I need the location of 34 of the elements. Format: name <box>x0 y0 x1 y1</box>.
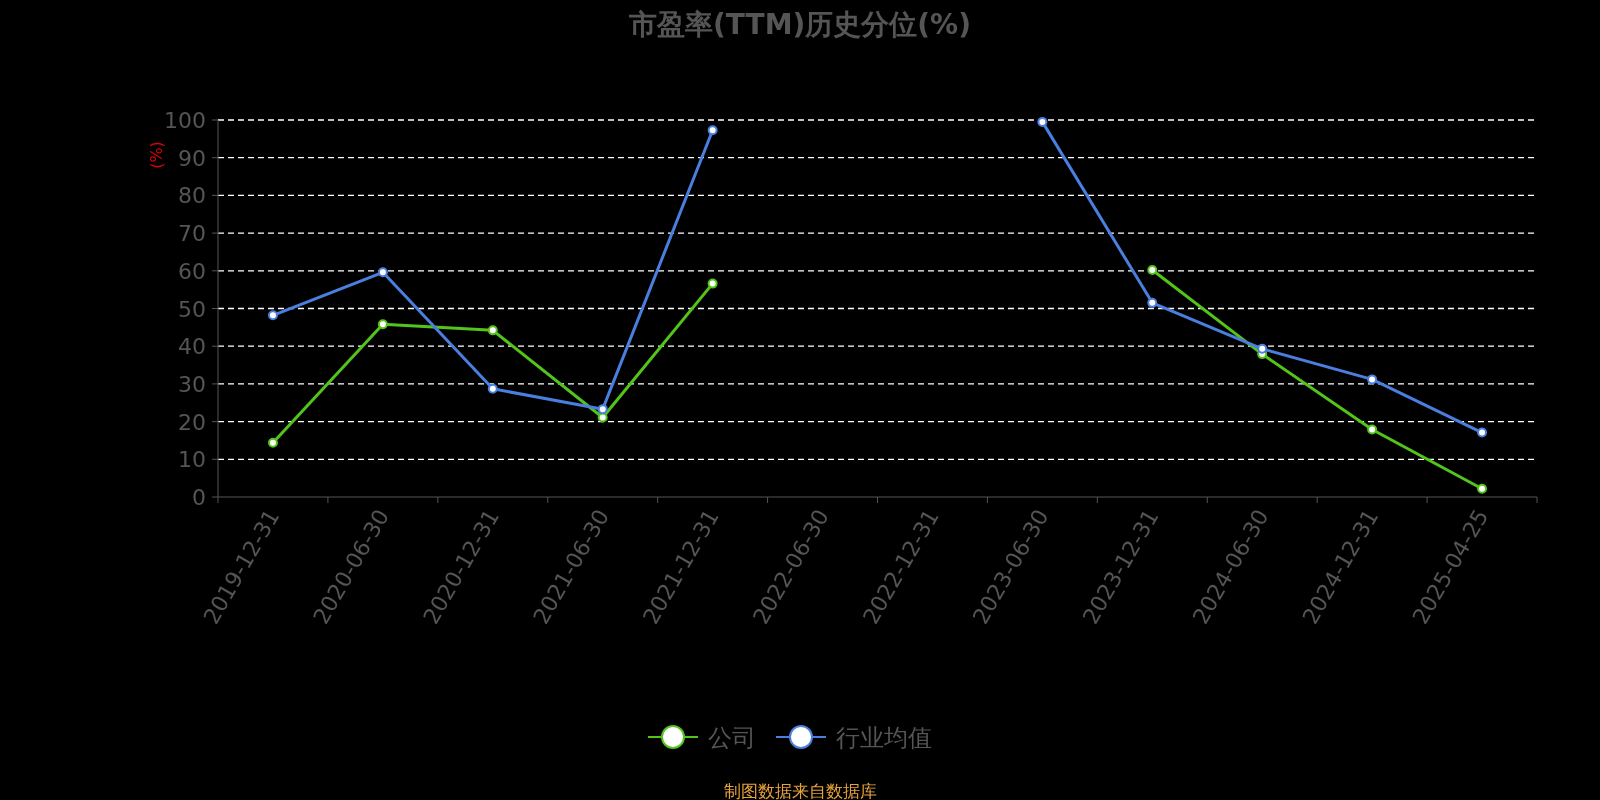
y-tick-label: 70 <box>178 221 206 247</box>
point <box>1147 297 1158 308</box>
y-tick-label: 90 <box>178 145 206 171</box>
text: 制图数据来自数据库 <box>723 781 877 800</box>
point <box>1257 343 1268 354</box>
legend-label: 公司 <box>708 724 756 752</box>
y-tick-label: 10 <box>178 447 206 473</box>
y-tick-label: 60 <box>178 258 206 284</box>
point <box>267 310 278 321</box>
point <box>707 125 718 136</box>
point <box>1147 265 1158 276</box>
y-tick-label: 30 <box>178 371 206 397</box>
point <box>1367 424 1378 435</box>
legend-label: 行业均值 <box>836 724 932 752</box>
point <box>1477 427 1488 438</box>
point <box>1367 374 1378 385</box>
y-tick-label: 50 <box>178 296 206 322</box>
y-tick-label: 0 <box>192 485 206 510</box>
chart-title: 市盈率(TTM)历史分位(%) <box>628 8 971 41</box>
point <box>377 267 388 278</box>
point <box>597 412 608 423</box>
point <box>377 319 388 330</box>
point <box>267 437 278 448</box>
y-tick-label: 40 <box>178 334 206 360</box>
point <box>487 383 498 394</box>
point <box>707 278 718 289</box>
point <box>597 404 608 415</box>
y-tick-label: 100 <box>164 108 206 133</box>
y-tick-label: 20 <box>178 409 206 435</box>
y-axis-title: (%) <box>147 141 166 169</box>
point <box>1037 116 1048 127</box>
point <box>487 325 498 336</box>
point <box>1477 483 1488 494</box>
y-tick-label: 80 <box>178 183 206 209</box>
